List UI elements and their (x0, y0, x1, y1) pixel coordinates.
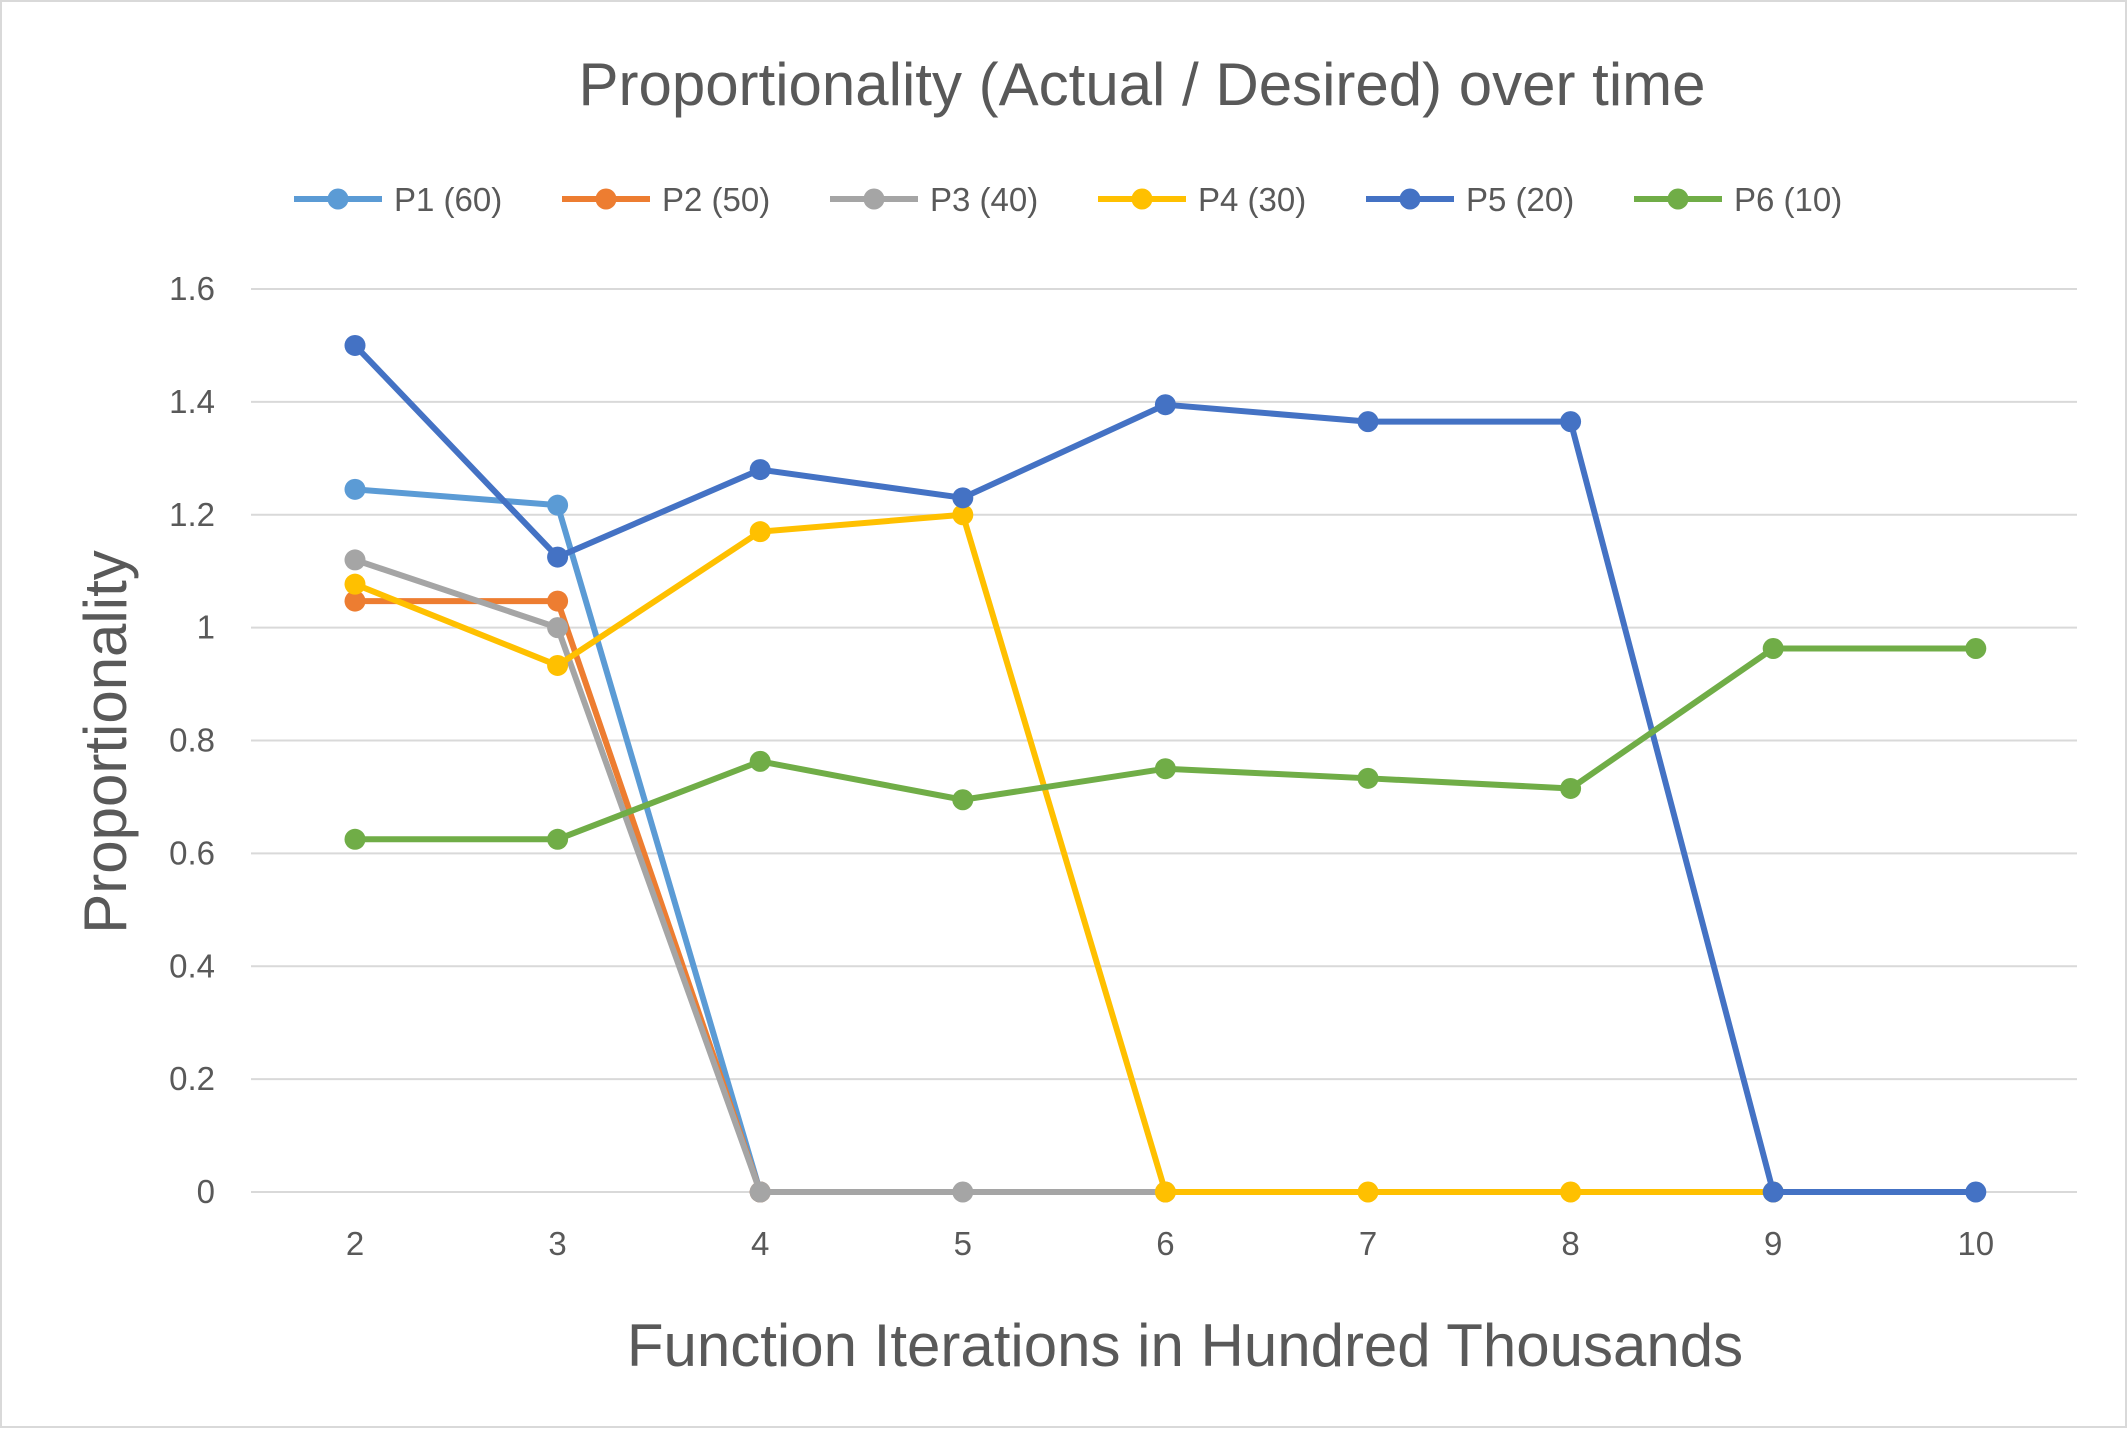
legend-label: P2 (50) (662, 181, 770, 218)
legend-label: P1 (60) (394, 181, 502, 218)
data-point (1560, 1181, 1582, 1203)
legend-item: P1 (60) (294, 181, 502, 218)
legend-dot-marker (1399, 188, 1421, 210)
legend-dot-marker (1131, 188, 1153, 210)
x-tick-label: 8 (1561, 1225, 1579, 1262)
data-point (547, 494, 569, 516)
y-tick-label: 1.4 (169, 383, 215, 420)
series-2 (344, 590, 771, 1203)
y-tick-label: 0.8 (169, 722, 215, 759)
data-point (1560, 777, 1582, 799)
data-point (1357, 411, 1379, 433)
series-line (352, 556, 1169, 1195)
y-tick-label: 0 (197, 1173, 215, 1210)
data-point (547, 546, 569, 568)
legend-dot-marker (1667, 188, 1689, 210)
data-point (749, 750, 771, 772)
legend-label: P4 (30) (1198, 181, 1306, 218)
x-axis-ticks: 2 3 4 5 6 7 8 9 10 (346, 1225, 1994, 1262)
data-point (344, 334, 366, 356)
data-point (547, 654, 569, 676)
x-tick-label: 2 (346, 1225, 364, 1262)
data-point (1560, 411, 1582, 433)
data-point (749, 1181, 771, 1203)
legend-item: P2 (50) (562, 181, 770, 218)
series-line (352, 598, 764, 1195)
legend-item: P5 (20) (1366, 181, 1574, 218)
series-3 (344, 549, 1176, 1203)
data-point (749, 459, 771, 481)
data-point (1154, 1181, 1176, 1203)
data-point (344, 478, 366, 500)
data-point (344, 573, 366, 595)
y-tick-label: 1.6 (169, 270, 215, 307)
x-axis-title: Function Iterations in Hundred Thousands (627, 1312, 1743, 1379)
x-tick-label: 7 (1359, 1225, 1377, 1262)
legend-item: P3 (40) (830, 181, 1038, 218)
data-point (547, 828, 569, 850)
legend-item: P4 (30) (1098, 181, 1306, 218)
series-5 (344, 334, 1987, 1203)
data-point (1357, 767, 1379, 789)
legend-item: P6 (10) (1634, 181, 1842, 218)
y-tick-label: 1 (197, 609, 215, 646)
x-tick-label: 5 (954, 1225, 972, 1262)
x-tick-label: 9 (1764, 1225, 1782, 1262)
legend-label: P3 (40) (930, 181, 1038, 218)
legend-dot-marker (863, 188, 885, 210)
series-group (344, 334, 1987, 1203)
data-point (344, 590, 366, 612)
y-tick-label: 0.2 (169, 1060, 215, 1097)
data-point (952, 487, 974, 509)
data-point (749, 521, 771, 543)
y-tick-label: 0.6 (169, 834, 215, 871)
y-tick-label: 0.4 (169, 947, 215, 984)
x-tick-label: 4 (751, 1225, 769, 1262)
series-6 (344, 638, 1987, 850)
gridlines (251, 288, 2077, 1193)
y-tick-label: 1.2 (169, 496, 215, 533)
y-axis-title: Proportionality (72, 550, 139, 934)
data-point (952, 789, 974, 811)
y-axis-ticks: 0 0.2 0.4 0.6 0.8 1 1.2 1.4 1.6 (169, 270, 215, 1210)
data-point (1965, 638, 1987, 660)
x-tick-label: 6 (1156, 1225, 1174, 1262)
data-point (1762, 1181, 1784, 1203)
x-tick-label: 10 (1957, 1225, 1994, 1262)
data-point (952, 1181, 974, 1203)
data-point (547, 617, 569, 639)
legend: P1 (60) P2 (50) P3 (40) P4 (30) P5 (20) P6 (1… (294, 181, 1842, 218)
chart-title: Proportionality (Actual / Desired) over … (578, 51, 1705, 118)
legend-label: P6 (10) (1734, 181, 1842, 218)
data-point (1965, 1181, 1987, 1203)
legend-label: P5 (20) (1466, 181, 1574, 218)
data-point (1154, 758, 1176, 780)
data-point (344, 549, 366, 571)
data-point (1762, 638, 1784, 660)
data-point (952, 504, 974, 526)
legend-dot-marker (595, 188, 617, 210)
series-line (352, 511, 1777, 1195)
x-tick-label: 3 (548, 1225, 566, 1262)
data-point (1357, 1181, 1379, 1203)
data-point (1154, 394, 1176, 416)
data-point (344, 828, 366, 850)
data-point (547, 590, 569, 612)
legend-dot-marker (327, 188, 349, 210)
